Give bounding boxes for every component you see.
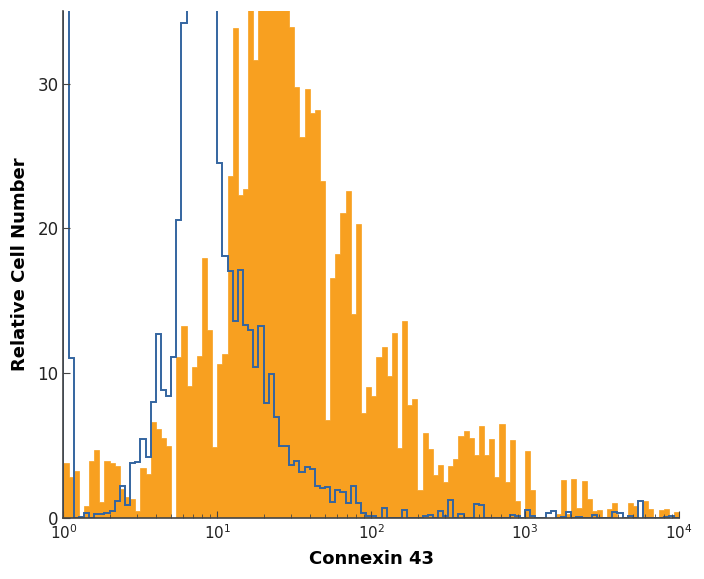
X-axis label: Connexin 43: Connexin 43 <box>309 550 434 568</box>
Y-axis label: Relative Cell Number: Relative Cell Number <box>11 157 29 371</box>
